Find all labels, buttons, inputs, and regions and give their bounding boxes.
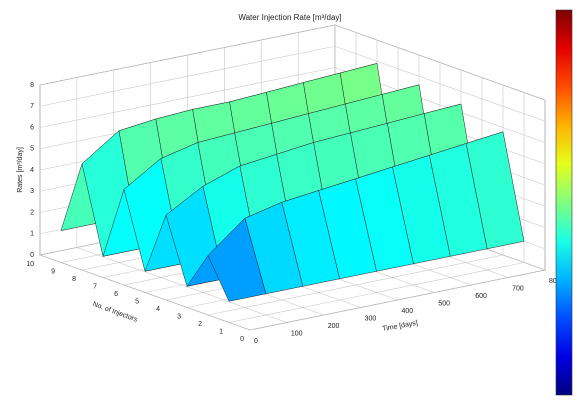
z-tick-label: 2 xyxy=(30,209,34,216)
y-tick-label: 5 xyxy=(135,298,139,305)
z-tick-label: 6 xyxy=(30,124,34,131)
x-tick-label: 600 xyxy=(475,293,487,300)
x-tick-label: 300 xyxy=(365,315,377,322)
surface xyxy=(60,63,525,302)
y-tick-label: 7 xyxy=(93,283,97,290)
z-tick-label: 7 xyxy=(30,103,34,110)
y-tick-label: 8 xyxy=(72,276,76,283)
z-tick-label: 0 xyxy=(30,252,34,259)
y-tick-label: 9 xyxy=(51,268,55,275)
x-tick-label: 200 xyxy=(328,323,340,330)
x-tick-label: 100 xyxy=(291,330,303,337)
z-tick-label: 5 xyxy=(30,146,34,153)
x-tick-label: 400 xyxy=(402,308,414,315)
y-grid-line xyxy=(228,262,525,323)
z-axis-label: Rates [m³/day] xyxy=(17,147,24,193)
y-grid-line xyxy=(207,254,504,316)
z-tick-label: 1 xyxy=(30,231,34,238)
z-tick-label: 4 xyxy=(30,167,34,174)
y-tick-label: 1 xyxy=(219,328,223,335)
x-tick-label: 500 xyxy=(438,300,450,307)
x-tick-label: 700 xyxy=(512,285,524,292)
x-tick-label: 800 xyxy=(549,278,561,285)
x-tick-label: 0 xyxy=(254,338,258,345)
z-tick-label: 8 xyxy=(30,82,34,89)
y-tick-label: 2 xyxy=(198,321,202,328)
y-grid-line xyxy=(249,269,546,331)
y-tick-label: 4 xyxy=(156,306,160,313)
colorbar xyxy=(555,9,573,396)
y-tick-label: 3 xyxy=(177,313,181,320)
z-tick-label: 3 xyxy=(30,188,34,195)
y-tick-label: 6 xyxy=(114,291,118,298)
y-axis-label: No. of Injectors xyxy=(92,301,139,324)
x-axis-label: Time [days] xyxy=(382,320,419,333)
y-tick-label: 10 xyxy=(26,261,34,268)
chart-title: Water Injection Rate [m³/day] xyxy=(238,13,341,22)
surface-patch xyxy=(207,217,267,302)
y-tick-label: 0 xyxy=(240,336,244,343)
